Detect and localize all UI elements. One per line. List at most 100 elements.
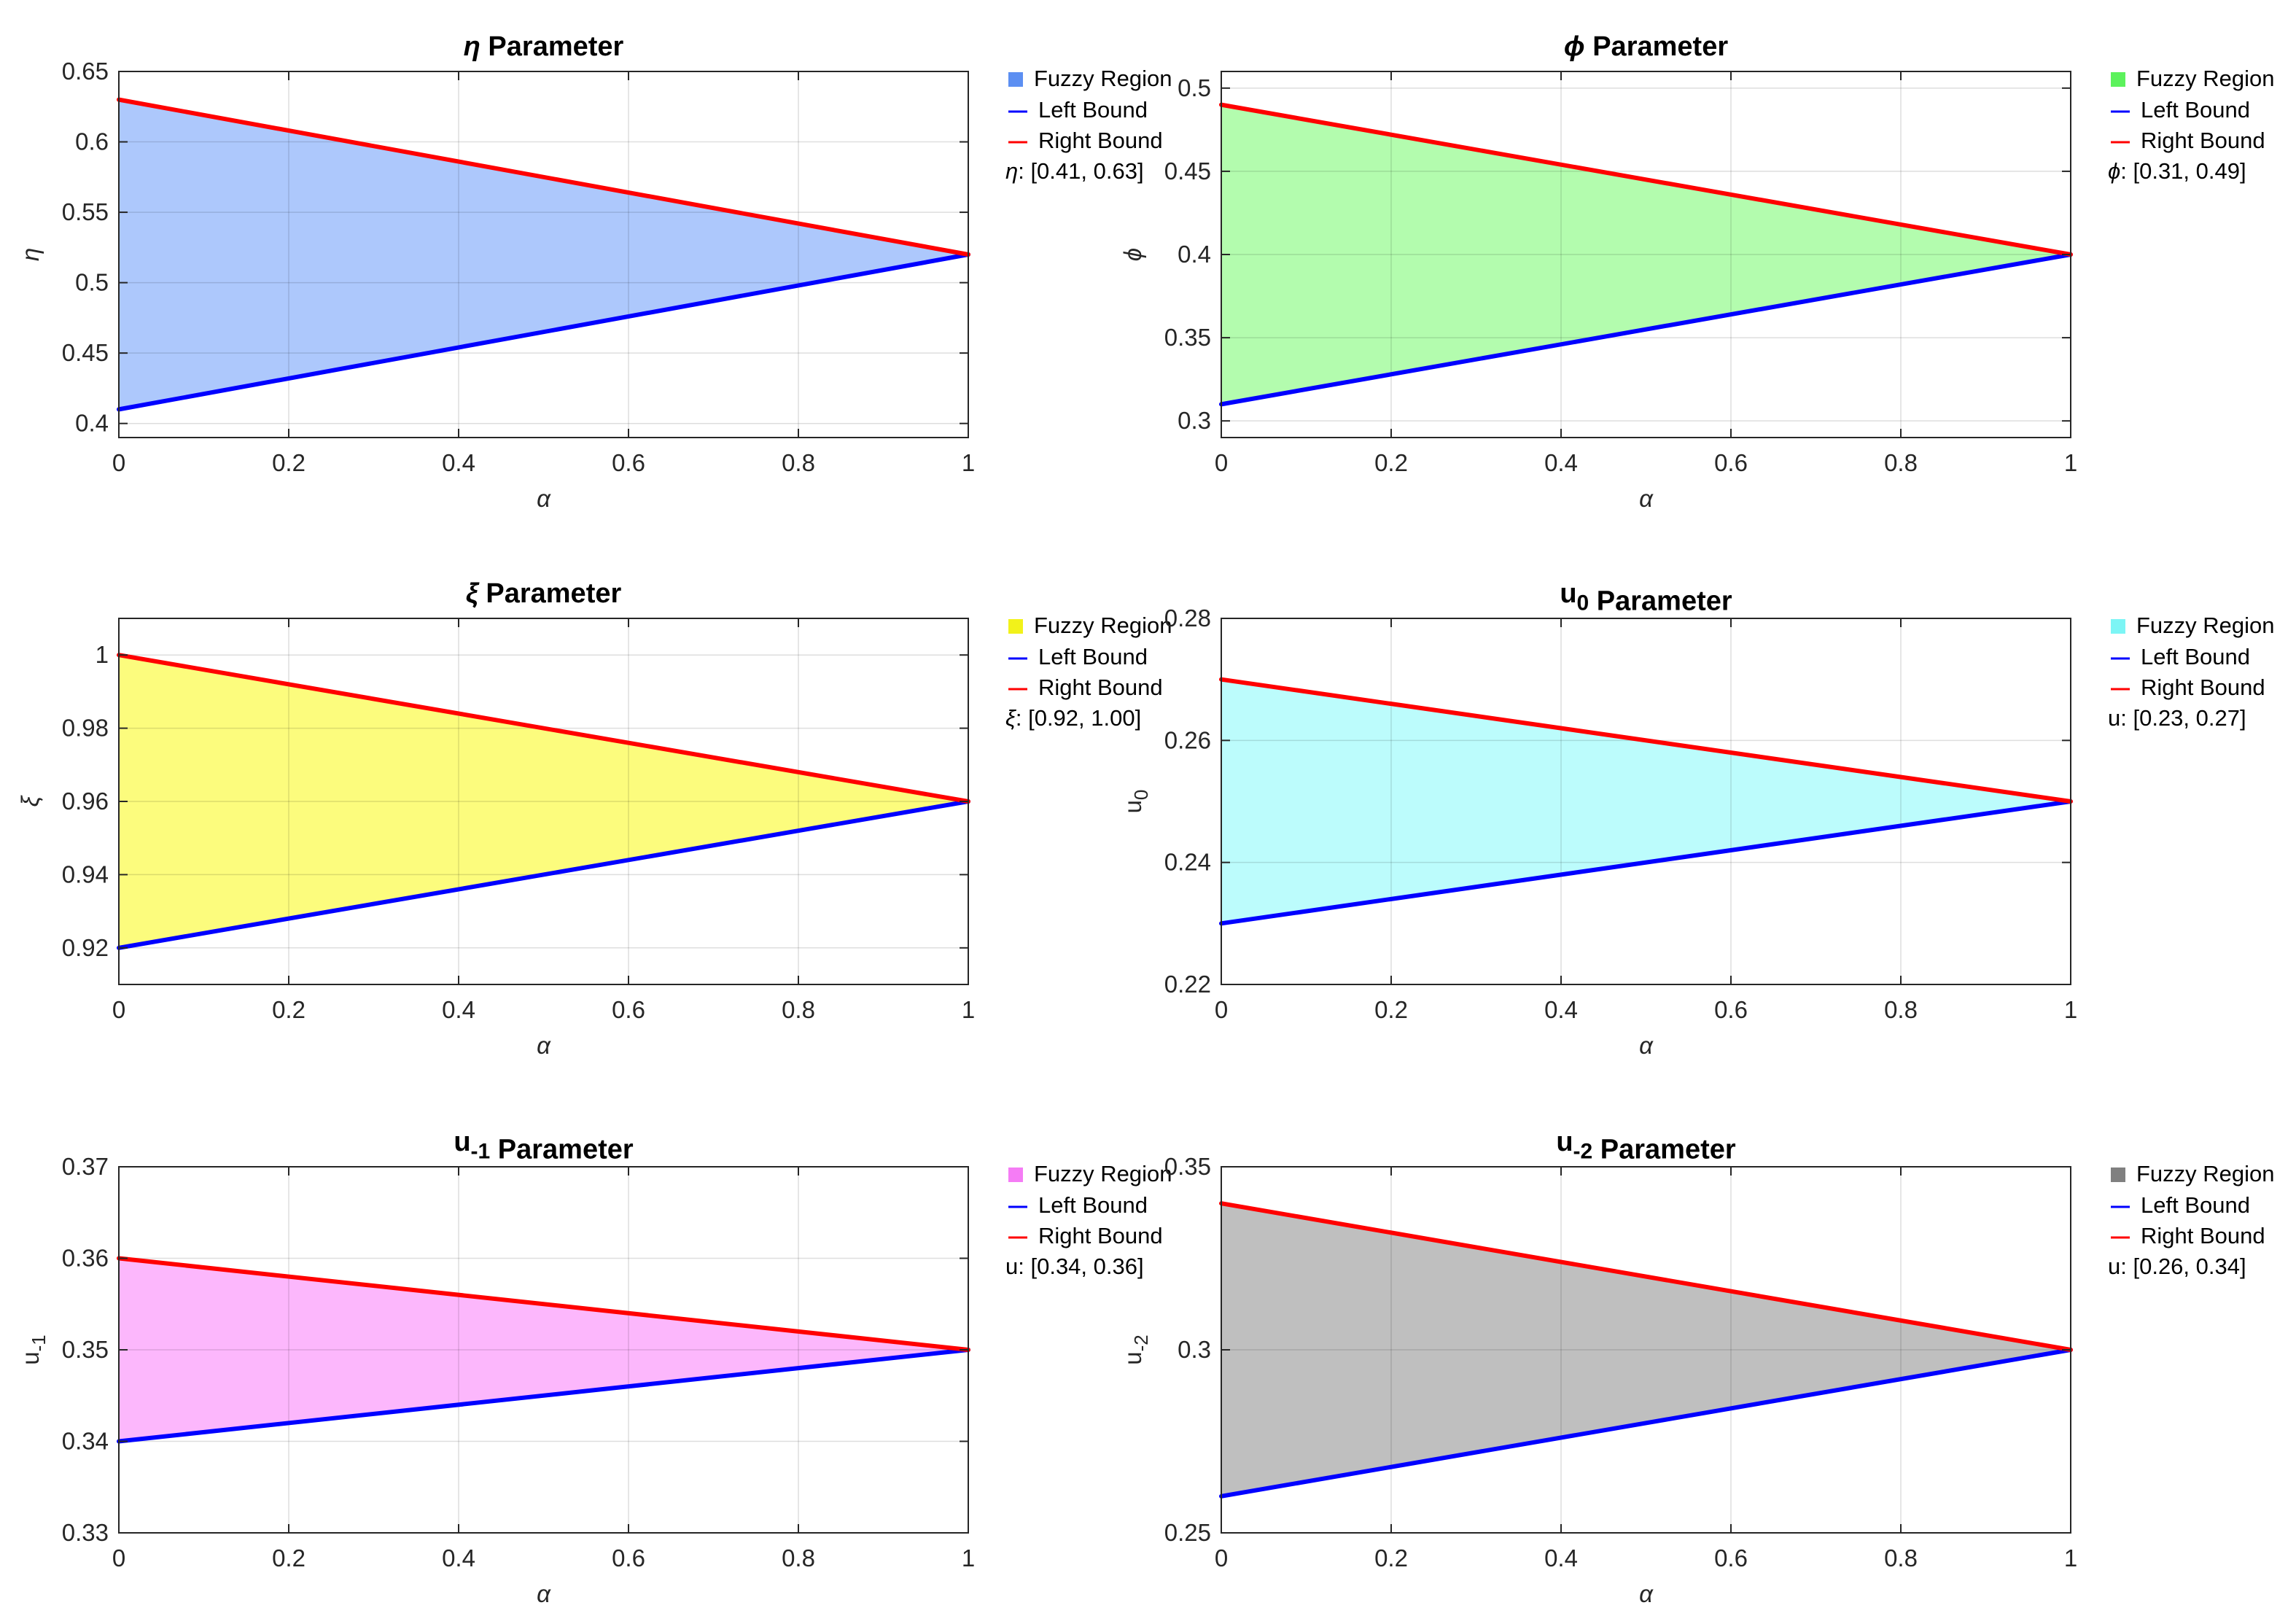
- legend: Fuzzy Region Left Bound Right Bound u: [0.2…: [2108, 613, 2275, 731]
- legend-entry-left-bound: Left Bound: [1038, 644, 1148, 669]
- legend-entry-fuzzy-region: Fuzzy Region: [1034, 1161, 1172, 1186]
- x-tick-label: 1: [962, 449, 975, 476]
- y-axis-label-symbol: ξ: [17, 795, 44, 807]
- x-tick-label: 1: [2064, 996, 2077, 1023]
- x-axis-label: α: [1639, 1580, 1654, 1607]
- y-axis-label: ϕ: [1119, 248, 1146, 261]
- left-bound-line: [117, 799, 970, 950]
- left-bound-line: [1219, 799, 2073, 926]
- chart-title: u-1 Parameter: [454, 1127, 634, 1165]
- y-tick-label: 0.24: [1164, 849, 1211, 876]
- right-bound-line: [117, 653, 970, 804]
- x-tick-label: 0: [112, 996, 125, 1023]
- chart-title-symbol: u: [1560, 578, 1576, 609]
- y-axis-label-subscript: -1: [28, 1334, 50, 1351]
- legend-swatch-fuzzy: [1008, 619, 1023, 634]
- legend-entry-left-bound: Left Bound: [2141, 97, 2250, 123]
- chart-title-subscript: -1: [471, 1140, 491, 1164]
- y-axis-label-symbol: ϕ: [1119, 248, 1146, 261]
- fuzzy-region: [1221, 679, 2071, 924]
- left-bound-line: [117, 252, 970, 412]
- x-tick-label: 0.4: [442, 449, 475, 476]
- legend-range-value: : [0.41, 0.63]: [1018, 158, 1143, 184]
- chart-title-suffix: Parameter: [1592, 1135, 1736, 1165]
- x-tick-label: 0: [112, 449, 125, 476]
- y-tick-label: 0.33: [62, 1519, 109, 1546]
- y-axis-label: u-2: [1119, 1334, 1152, 1364]
- y-tick-label: 0.34: [62, 1428, 109, 1455]
- x-tick-label: 0.8: [782, 1545, 815, 1571]
- chart-eta: 0 0.2 0.4 0.6 0.8 1 0.4 0.45 0.5 0.55 0.6 0.65 η Par…: [17, 31, 1172, 512]
- chart-u-2: 0 0.2 0.4 0.6 0.8 10.250.30.35u-2 Parameterαu…: [1119, 1127, 2275, 1607]
- x-tick-label: 0.2: [272, 449, 306, 476]
- x-tick-label: 0.4: [1544, 996, 1578, 1023]
- y-tick-label: 0.6: [75, 128, 109, 155]
- y-axis-label-subscript: 0: [1130, 790, 1152, 800]
- legend-range-text: ϕ: [0.31, 0.49]: [2108, 158, 2246, 184]
- x-tick-label: 0.6: [1714, 996, 1748, 1023]
- y-axis-label: ξ: [17, 795, 44, 807]
- y-tick-label: 0.26: [1164, 726, 1211, 753]
- y-tick-label: 0.25: [1164, 1519, 1211, 1546]
- chart-title-symbol: u: [454, 1127, 470, 1157]
- y-tick-label: 0.94: [62, 860, 109, 887]
- x-tick-label: 0: [1215, 1545, 1228, 1571]
- legend-entry-left-bound: Left Bound: [1038, 97, 1148, 123]
- right-bound-line: [1219, 102, 2073, 257]
- x-tick-label: 0.8: [782, 996, 815, 1023]
- y-axis-label: u-1: [17, 1334, 50, 1364]
- chart-title-symbol: η: [464, 31, 480, 62]
- legend: Fuzzy Region Left Bound Right Bound u: [0.2…: [2108, 1161, 2275, 1279]
- legend-range-value: : [0.23, 0.27]: [2120, 705, 2246, 731]
- x-tick-label: 0.2: [1374, 1545, 1408, 1571]
- x-tick-label: 0.4: [442, 996, 475, 1023]
- legend-range-symbol: η: [1005, 158, 1018, 184]
- x-tick-label: 0.8: [782, 449, 815, 476]
- legend-range-symbol: u: [1005, 1254, 1018, 1279]
- right-bound-line: [1219, 1201, 2073, 1352]
- legend-entry-fuzzy-region: Fuzzy Region: [2136, 1161, 2275, 1186]
- legend-swatch-fuzzy: [2111, 619, 2125, 634]
- chart-title-subscript: -2: [1573, 1140, 1593, 1164]
- legend-swatch-fuzzy: [1008, 1168, 1023, 1182]
- x-axis-label: α: [537, 485, 551, 512]
- legend-swatch-fuzzy: [1008, 72, 1023, 87]
- legend-range-value: : [0.92, 1.00]: [1016, 705, 1141, 731]
- legend-range-value: : [0.31, 0.49]: [2120, 158, 2246, 184]
- chart-title-subscript: 0: [1577, 591, 1589, 615]
- x-tick-label: 1: [962, 996, 975, 1023]
- y-tick-label: 0.36: [62, 1245, 109, 1272]
- y-tick-label: 0.35: [62, 1336, 109, 1363]
- chart-title-suffix: Parameter: [480, 31, 624, 62]
- chart-title-symbol: u: [1556, 1127, 1573, 1157]
- chart-xi: 0 0.2 0.4 0.6 0.8 1 0.92 0.94 0.96 0.98 1 ξ Paramet…: [17, 578, 1172, 1059]
- legend-entry-left-bound: Left Bound: [2141, 1192, 2250, 1218]
- chart-title-suffix: Parameter: [490, 1135, 634, 1165]
- left-bound-line: [117, 1348, 970, 1444]
- x-tick-label: 0.4: [442, 1545, 475, 1571]
- fuzzy-region: [119, 1258, 968, 1442]
- axes-box: [118, 71, 969, 438]
- x-tick-label: 0.8: [1884, 449, 1918, 476]
- legend: Fuzzy Region Left Bound Right Bound ϕ: [0.3…: [2108, 66, 2275, 184]
- legend-range-symbol: ϕ: [2108, 158, 2120, 184]
- legend: Fuzzy Region Left Bound Right Bound ξ: [0.9…: [1005, 613, 1172, 731]
- y-axis-label-symbol: u: [1119, 800, 1146, 813]
- y-tick-label: 0.35: [1164, 1153, 1211, 1180]
- y-tick-label: 0.22: [1164, 971, 1211, 998]
- chart-title: ξ Parameter: [466, 578, 622, 609]
- y-axis-label: η: [17, 248, 44, 261]
- fuzzy-region: [119, 99, 968, 410]
- chart-title-symbol: ϕ: [1564, 31, 1585, 62]
- x-axis-label: α: [537, 1580, 551, 1607]
- legend-entry-right-bound: Right Bound: [1038, 675, 1163, 700]
- y-tick-label: 1: [96, 641, 109, 668]
- x-tick-label: 1: [2064, 1545, 2077, 1571]
- y-tick-label: 0.96: [62, 788, 109, 815]
- legend-range-symbol: u: [2108, 1254, 2120, 1279]
- x-axis-label: α: [1639, 485, 1654, 512]
- legend-entry-right-bound: Right Bound: [1038, 128, 1163, 153]
- legend-entry-left-bound: Left Bound: [2141, 644, 2250, 669]
- y-tick-label: 0.92: [62, 934, 109, 961]
- x-tick-label: 0.8: [1884, 1545, 1918, 1571]
